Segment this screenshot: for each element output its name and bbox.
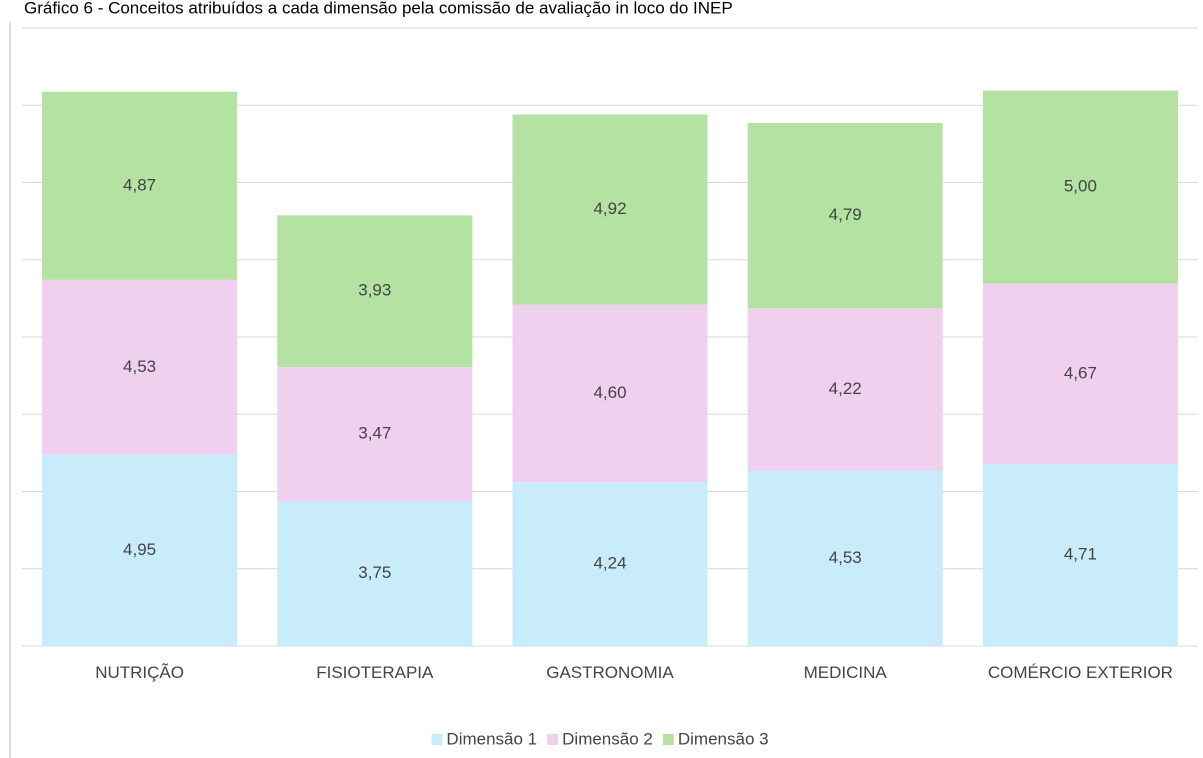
bar-segment xyxy=(747,123,943,309)
bar-segment xyxy=(42,279,238,455)
value-label: 5,00 xyxy=(1064,177,1097,196)
bar-segment xyxy=(747,471,943,646)
value-label: 3,75 xyxy=(358,563,391,582)
value-label: 4,67 xyxy=(1064,363,1097,382)
value-label: 4,71 xyxy=(1064,545,1097,564)
legend-label: Dimensão 2 xyxy=(562,729,653,748)
value-label: 3,47 xyxy=(358,424,391,443)
bar-segment xyxy=(277,367,473,502)
value-label: 4,92 xyxy=(593,199,626,218)
legend-swatch xyxy=(662,734,674,745)
value-label: 4,95 xyxy=(123,540,156,559)
value-label: 4,24 xyxy=(593,554,626,573)
bar-segment xyxy=(277,215,473,368)
value-label: 4,60 xyxy=(593,383,626,402)
value-label: 4,22 xyxy=(829,379,862,398)
bar-segment xyxy=(42,91,238,280)
bar-segment xyxy=(982,283,1178,465)
value-label: 4,53 xyxy=(123,357,156,376)
bar-segment xyxy=(277,501,473,646)
chart-title: Gráfico 6 - Conceitos atribuídos a cada … xyxy=(24,0,733,17)
value-label: 4,87 xyxy=(123,175,156,194)
value-label: 4,79 xyxy=(829,205,862,224)
x-tick-label: MEDICINA xyxy=(803,663,887,682)
x-tick-label: NUTRIÇÃO xyxy=(95,663,184,682)
x-tick-label: COMÉRCIO EXTERIOR xyxy=(987,663,1173,682)
bar-segment xyxy=(512,114,708,305)
value-label: 4,53 xyxy=(829,548,862,567)
bar-segment xyxy=(982,90,1178,284)
bar-segment xyxy=(42,454,238,646)
bar-segment xyxy=(747,308,943,472)
bar-segment xyxy=(512,482,708,646)
legend-label: Dimensão 1 xyxy=(446,729,537,748)
legend-label: Dimensão 3 xyxy=(678,729,769,748)
legend-swatch xyxy=(431,734,443,745)
value-label: 3,93 xyxy=(358,281,391,300)
x-tick-label: GASTRONOMIA xyxy=(546,663,674,682)
legend-swatch xyxy=(547,734,559,745)
bar-segment xyxy=(982,464,1178,646)
x-tick-label: FISIOTERAPIA xyxy=(316,663,434,682)
bar-segment xyxy=(512,304,708,483)
